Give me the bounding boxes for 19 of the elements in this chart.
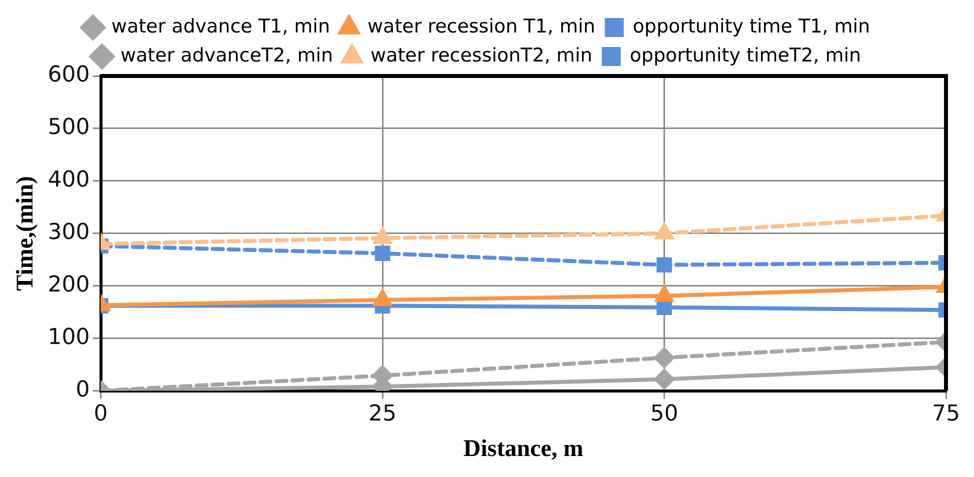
x-tick-label: 50: [650, 402, 678, 427]
y-tick-label: 100: [48, 325, 90, 350]
legend-label: water advanceT2, min: [120, 44, 334, 66]
legend-label: water recessionT2, min: [370, 44, 592, 66]
x-tick-label: 75: [932, 402, 960, 427]
y-tick-label: 0: [76, 378, 90, 403]
x-axis-title: Distance, m: [463, 436, 584, 462]
y-tick-label: 400: [48, 168, 90, 193]
y-tick-label: 300: [48, 220, 90, 246]
legend-label: opportunity timeT2, min: [630, 44, 862, 66]
legend-label: opportunity time T1, min: [632, 15, 870, 38]
legend-label: water advance T1, min: [111, 15, 330, 38]
x-tick-label: 0: [94, 402, 108, 427]
y-tick-label: 500: [48, 115, 90, 140]
y-axis-title: Time,(min): [12, 176, 39, 291]
y-tick-label: 600: [48, 62, 90, 88]
y-tick-label: 200: [48, 272, 90, 298]
legend-label: water recession T1, min: [368, 15, 596, 38]
x-tick-label: 25: [368, 402, 397, 427]
